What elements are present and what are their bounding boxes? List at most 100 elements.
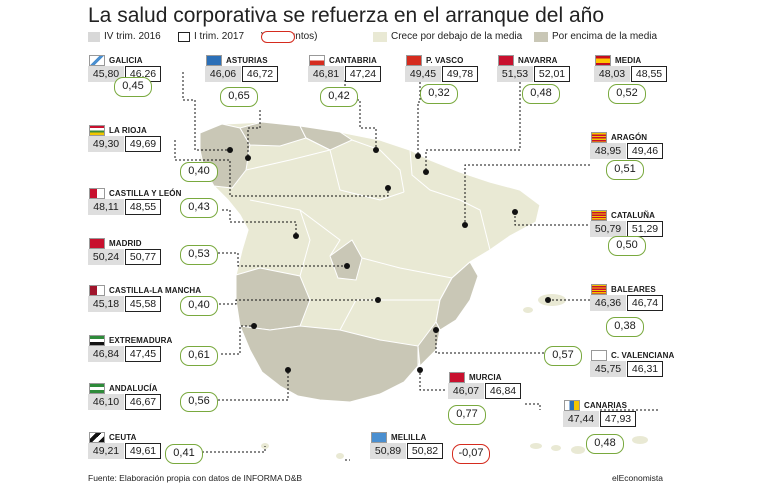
variation-pill: 0,51 — [606, 160, 644, 180]
valencia-shape — [435, 261, 479, 331]
region-header: NAVARRA — [498, 55, 558, 66]
region-header: EXTREMADURA — [89, 335, 172, 346]
variation-pill: 0,32 — [420, 84, 458, 104]
flag-icon — [564, 400, 580, 411]
region-name: CANARIAS — [584, 401, 628, 410]
region-name: P. VASCO — [426, 56, 464, 65]
region-header: MELILLA — [371, 432, 426, 443]
value-i-2017: 46,74 — [627, 295, 663, 311]
variation-pill: 0,41 — [165, 444, 203, 464]
flag-icon — [591, 284, 607, 295]
value-iv-2016: 50,79 — [590, 221, 626, 237]
flag-icon — [89, 188, 105, 199]
value-iv-2016: 48,11 — [88, 199, 124, 215]
value-iv-2016: 51,53 — [497, 66, 533, 82]
region-header: CASTILLA Y LEÓN — [89, 188, 181, 199]
variation-pill: 0,38 — [606, 317, 644, 337]
region-header: MEDIA — [595, 55, 641, 66]
page-title: La salud corporativa se refuerza en el a… — [88, 4, 604, 27]
legend-i-2017: I trim. 2017 — [178, 31, 244, 42]
region-header: GALICIA — [89, 55, 143, 66]
grey-swatch-icon — [88, 31, 100, 42]
region-header: CATALUÑA — [591, 210, 655, 221]
region-header: CANARIAS — [564, 400, 627, 411]
value-i-2017: 46,84 — [485, 383, 521, 399]
value-i-2017: 49,61 — [125, 443, 161, 459]
value-i-2017: 46,67 — [125, 394, 161, 410]
flag-icon — [89, 55, 105, 66]
region-header: ANDALUCÍA — [89, 383, 157, 394]
variation-pill: 0,40 — [180, 162, 218, 182]
region-name: CEUTA — [109, 433, 137, 442]
value-iv-2016: 46,07 — [448, 383, 484, 399]
legend-below: Crece por debajo de la media — [373, 31, 522, 42]
flag-icon — [371, 432, 387, 443]
legend-above-label: Por encima de la media — [552, 31, 658, 42]
region-header: MADRID — [89, 238, 142, 249]
value-iv-2016: 45,75 — [590, 361, 626, 377]
flag-icon — [89, 383, 105, 394]
region-name: MELILLA — [391, 433, 427, 442]
region-name: CASTILLA Y LEÓN — [109, 189, 182, 198]
value-i-2017: 49,46 — [627, 143, 663, 159]
value-iv-2016: 48,95 — [590, 143, 626, 159]
region-header: ARAGÓN — [591, 132, 647, 143]
flag-icon — [309, 55, 325, 66]
variation-pill: -0,07 — [452, 444, 490, 464]
variation-pill: 0,77 — [448, 405, 486, 425]
value-iv-2016: 45,18 — [88, 296, 124, 312]
flag-icon — [206, 55, 222, 66]
region-header: C. VALENCIANA — [591, 350, 674, 361]
value-iv-2016: 46,06 — [205, 66, 241, 82]
flag-icon — [591, 210, 607, 221]
region-name: BALEARES — [611, 285, 656, 294]
variation-pill: 0,61 — [180, 346, 218, 366]
flag-icon — [89, 125, 105, 136]
murcia-shape — [417, 321, 441, 368]
region-header: ASTURIAS — [206, 55, 268, 66]
region-name: CATALUÑA — [611, 211, 656, 220]
flag-icon — [591, 350, 607, 361]
region-name: GALICIA — [109, 56, 143, 65]
value-iv-2016: 49,21 — [88, 443, 124, 459]
region-name: CASTILLA-LA MANCHA — [109, 286, 202, 295]
variation-pill: 0,40 — [180, 296, 218, 316]
region-header: LA RIOJA — [89, 125, 147, 136]
value-i-2017: 50,82 — [407, 443, 443, 459]
variation-pill: 0,53 — [180, 245, 218, 265]
value-i-2017: 46,31 — [627, 361, 663, 377]
region-name: CANTABRIA — [329, 56, 377, 65]
region-name: MADRID — [109, 239, 142, 248]
flag-icon — [449, 372, 465, 383]
value-iv-2016: 46,81 — [308, 66, 344, 82]
footer-brand: elEconomista — [612, 473, 664, 483]
dark-swatch-icon — [534, 31, 548, 42]
value-i-2017: 47,93 — [600, 411, 636, 427]
value-iv-2016: 48,03 — [594, 66, 630, 82]
andalucia-shape — [239, 325, 419, 403]
flag-icon — [591, 132, 607, 143]
legend-iv-2016: IV trim. 2016 — [88, 31, 161, 42]
value-i-2017: 48,55 — [125, 199, 161, 215]
value-i-2017: 49,78 — [442, 66, 478, 82]
value-i-2017: 48,55 — [631, 66, 667, 82]
region-header: CANTABRIA — [309, 55, 377, 66]
flag-icon — [595, 55, 611, 66]
region-name: ANDALUCÍA — [109, 384, 158, 393]
value-iv-2016: 50,24 — [88, 249, 124, 265]
region-name: C. VALENCIANA — [611, 351, 675, 360]
flag-icon — [89, 238, 105, 249]
region-header: MURCIA — [449, 372, 502, 383]
region-header: BALEARES — [591, 284, 656, 295]
value-i-2017: 49,69 — [125, 136, 161, 152]
cantabria-shape — [299, 125, 354, 151]
region-name: LA RIOJA — [109, 126, 147, 135]
variation-pill: 0,43 — [180, 198, 218, 218]
region-name: MURCIA — [469, 373, 502, 382]
legend-i-2017-label: I trim. 2017 — [194, 31, 245, 42]
flag-icon — [89, 285, 105, 296]
flag-icon — [89, 335, 105, 346]
value-iv-2016: 46,10 — [88, 394, 124, 410]
variation-pill: 0,56 — [180, 392, 218, 412]
region-header: CEUTA — [89, 432, 136, 443]
